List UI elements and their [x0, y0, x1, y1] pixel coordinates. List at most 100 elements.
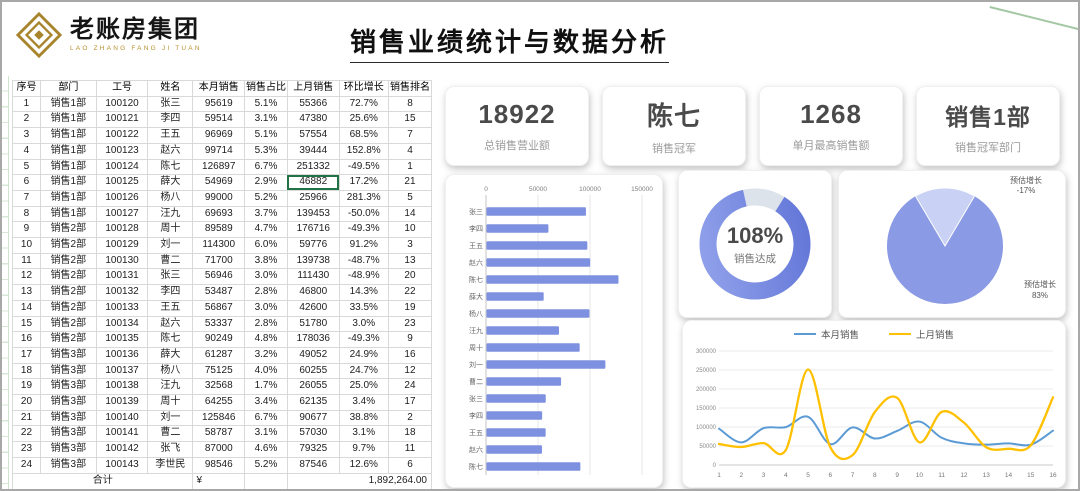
cell[interactable]: 178036	[286, 331, 340, 348]
cell[interactable]: 100124	[95, 158, 149, 176]
cell[interactable]: 14	[387, 205, 433, 223]
bar-chart-card[interactable]: 0 50000 100000 150000 张三 李四 王五 赵六 陈七 薛大 杨八 汪九 周十 刘一 曹二…	[445, 174, 663, 488]
cell[interactable]: 1	[12, 95, 41, 113]
cell[interactable]: 杨八	[147, 362, 194, 380]
cell[interactable]: 17	[12, 346, 41, 364]
cell[interactable]: 100126	[95, 189, 149, 207]
cell[interactable]: 销售1部	[39, 127, 97, 144]
cell[interactable]: 68.5%	[338, 127, 389, 144]
cell[interactable]: 251332	[286, 158, 340, 176]
kpi-card-highest-monthly[interactable]: 1268 单月最高销售额	[759, 86, 903, 166]
cell[interactable]: 25966	[286, 189, 340, 207]
cell[interactable]: 3.1%	[244, 425, 288, 443]
cell[interactable]: 87000	[192, 441, 246, 458]
cell[interactable]: 张三	[147, 95, 194, 113]
cell[interactable]: 14.3%	[338, 284, 389, 301]
cell[interactable]: 9	[387, 331, 433, 348]
cell[interactable]: 100141	[95, 425, 149, 443]
cell[interactable]: 3.0%	[338, 315, 389, 333]
cell[interactable]: 李四	[147, 284, 194, 301]
cell[interactable]: 销售3部	[39, 394, 97, 411]
cell[interactable]: 销售1部	[39, 189, 97, 207]
cell[interactable]: 汪九	[147, 205, 194, 223]
cell[interactable]: 100137	[95, 362, 149, 380]
cell[interactable]: 12	[387, 362, 433, 380]
cell[interactable]: 17.2%	[338, 174, 389, 191]
cell[interactable]: 91.2%	[338, 237, 389, 254]
cell[interactable]: 54969	[192, 174, 246, 191]
cell[interactable]: 100135	[95, 331, 149, 348]
cell[interactable]: 47380	[286, 111, 340, 129]
cell[interactable]: 销售2部	[39, 284, 97, 301]
cell[interactable]: 125846	[192, 409, 246, 427]
cell[interactable]: 7	[387, 127, 433, 144]
cell[interactable]: 281.3%	[338, 189, 389, 207]
cell[interactable]: 杨八	[147, 189, 194, 207]
cell[interactable]: 2.9%	[244, 174, 288, 191]
cell[interactable]: 100138	[95, 378, 149, 396]
legend-item-last-month[interactable]: 上月销售	[889, 327, 954, 341]
cell[interactable]: 24.9%	[338, 346, 389, 364]
cell[interactable]: 59514	[192, 111, 246, 129]
cell[interactable]: 23	[12, 441, 41, 458]
cell[interactable]: 销售2部	[39, 268, 97, 286]
cell[interactable]: 6.7%	[244, 409, 288, 427]
cell[interactable]: 25.6%	[338, 111, 389, 129]
cell[interactable]: 8	[12, 205, 41, 223]
cell[interactable]: -49.5%	[338, 158, 389, 176]
cell[interactable]: 139453	[286, 205, 340, 223]
cell[interactable]: 销售2部	[39, 237, 97, 254]
cell[interactable]: 曹二	[147, 425, 194, 443]
cell[interactable]: 销售1部	[39, 95, 97, 113]
cell[interactable]: 75125	[192, 362, 246, 380]
cell[interactable]: 9	[12, 221, 41, 239]
cell[interactable]: 21	[12, 409, 41, 427]
cell[interactable]: 42600	[286, 299, 340, 317]
cell[interactable]: 100143	[95, 456, 149, 474]
cell[interactable]: 99714	[192, 142, 246, 160]
cell[interactable]: 100129	[95, 237, 149, 254]
line-chart-card[interactable]: 本月销售 上月销售 0 50000 100000 150000 200000 250000…	[682, 320, 1066, 488]
cell[interactable]: 19	[12, 378, 41, 396]
cell[interactable]: 90249	[192, 331, 246, 348]
cell[interactable]: 2	[387, 409, 433, 427]
cell[interactable]: 26055	[286, 378, 340, 396]
cell[interactable]: 126897	[192, 158, 246, 176]
cell[interactable]: 72.7%	[338, 95, 389, 113]
cell[interactable]: 100128	[95, 221, 149, 239]
cell[interactable]: 139738	[286, 252, 340, 270]
cell[interactable]: 3.4%	[338, 394, 389, 411]
cell[interactable]: 21	[387, 174, 433, 191]
cell[interactable]: 销售3部	[39, 456, 97, 474]
donut-chart-card[interactable]: 108% 销售达成	[678, 170, 832, 318]
cell[interactable]: 4	[387, 142, 433, 160]
cell[interactable]: 销售1部	[39, 174, 97, 191]
cell[interactable]: 100132	[95, 284, 149, 301]
cell[interactable]: 销售2部	[39, 331, 97, 348]
cell[interactable]: 33.5%	[338, 299, 389, 317]
cell[interactable]: 张三	[147, 268, 194, 286]
cell[interactable]: 100121	[95, 111, 149, 129]
cell[interactable]: 销售3部	[39, 346, 97, 364]
cell[interactable]: 李世民	[147, 456, 194, 474]
cell[interactable]: 32568	[192, 378, 246, 396]
cell[interactable]: 销售1部	[39, 205, 97, 223]
cell[interactable]: 销售3部	[39, 362, 97, 380]
cell[interactable]: 5.3%	[244, 142, 288, 160]
cell[interactable]: 6	[12, 174, 41, 191]
cell[interactable]: 89589	[192, 221, 246, 239]
cell[interactable]: 刘一	[147, 237, 194, 254]
cell[interactable]: 5	[387, 189, 433, 207]
cell[interactable]: 24	[12, 456, 41, 474]
cell[interactable]: 22	[387, 284, 433, 301]
cell[interactable]: 12.6%	[338, 456, 389, 474]
cell[interactable]: 6.0%	[244, 237, 288, 254]
cell[interactable]: 销售1部	[39, 111, 97, 129]
empty-cell[interactable]	[244, 472, 288, 489]
cell[interactable]: 39444	[286, 142, 340, 160]
cell[interactable]: 96969	[192, 127, 246, 144]
cell[interactable]: 69693	[192, 205, 246, 223]
cell[interactable]: -48.7%	[338, 252, 389, 270]
pie-chart-card[interactable]: 预估增长 -17% 预估增长 83%	[838, 170, 1066, 318]
cell[interactable]: 23	[387, 315, 433, 333]
